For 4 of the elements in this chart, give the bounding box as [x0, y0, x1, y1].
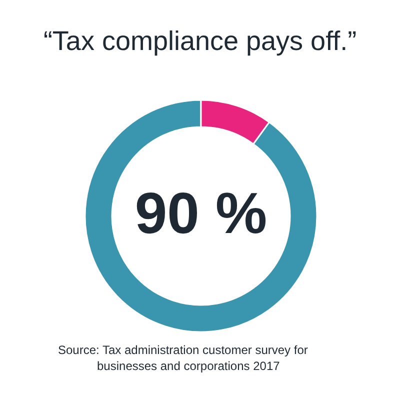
data-label: 90 %: [134, 181, 268, 246]
source-note: Source: Tax administration customer survey for businesses and corporations 2017: [58, 343, 308, 373]
chart-title: “Tax compliance pays off.”: [43, 26, 357, 56]
donut-slice: [84, 99, 318, 333]
